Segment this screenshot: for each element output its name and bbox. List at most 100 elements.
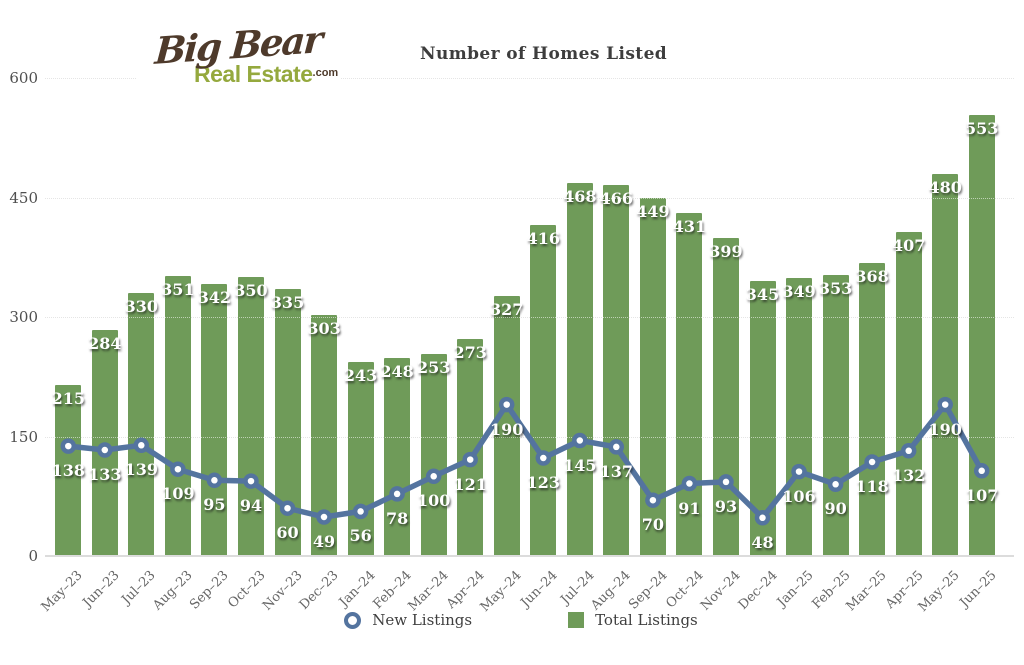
total-listings-bar: 353 xyxy=(819,274,852,556)
total-listings-bar: 342 xyxy=(198,283,231,556)
total-listings-value-label: 248 xyxy=(380,362,414,382)
new-listings-marker xyxy=(425,468,442,485)
x-axis-line xyxy=(45,555,1014,557)
total-listings-value-label: 480 xyxy=(928,177,962,197)
total-listings-bar: 330 xyxy=(125,293,158,556)
new-listings-marker xyxy=(498,396,515,413)
new-listings-marker-icon xyxy=(344,611,362,629)
x-axis-label: Jan–25 xyxy=(774,568,817,610)
new-listings-marker xyxy=(170,461,186,477)
new-listings-value-label: 100 xyxy=(416,491,451,511)
new-listings-value-label: 190 xyxy=(928,419,962,439)
total-listings-bar: 416 xyxy=(527,224,560,556)
new-listings-value-label: 139 xyxy=(124,460,158,480)
total-listings-value-label: 431 xyxy=(672,216,707,236)
total-listings-bar: 215 xyxy=(52,384,85,556)
total-listings-value-label: 284 xyxy=(88,333,122,353)
new-listings-value-label: 137 xyxy=(599,461,633,481)
new-listings-value-label: 106 xyxy=(782,486,816,506)
total-listings-bar: 248 xyxy=(380,358,414,556)
total-listings-value-label: 253 xyxy=(416,358,451,378)
total-listings-bar: 480 xyxy=(928,173,962,556)
total-listings-value-label: 215 xyxy=(51,388,85,408)
total-listings-bar: 243 xyxy=(344,362,377,556)
new-listings-marker xyxy=(352,503,369,520)
x-axis-label: Nov–23 xyxy=(259,568,306,614)
new-listings-value-label: 118 xyxy=(855,477,889,496)
total-listings-value-label: 553 xyxy=(965,119,999,139)
new-listings-marker xyxy=(754,510,771,526)
new-listings-marker xyxy=(608,439,625,455)
total-listings-value-label: 399 xyxy=(709,242,743,262)
x-axis-label: Mar–24 xyxy=(405,568,452,615)
total-listings-value-label: 303 xyxy=(307,318,341,338)
total-listings-bar: 431 xyxy=(673,212,706,556)
new-listings-value-label: 121 xyxy=(453,474,487,494)
x-axis-label: Jun–25 xyxy=(956,568,1000,611)
new-listings-value-label: 60 xyxy=(276,523,299,543)
total-listings-bar: 284 xyxy=(88,329,122,556)
total-listings-swatch-icon xyxy=(568,612,585,628)
new-listings-marker xyxy=(973,463,990,479)
new-listings-marker xyxy=(864,454,880,470)
x-axis-label: Nov–24 xyxy=(697,568,744,614)
line-layer: 138 133 139 109 95 94 60 49 56 78 100 121 190 123 145 1… xyxy=(50,78,1000,556)
y-axis-tick-label: 450 xyxy=(9,188,38,207)
total-listings-bar: 553 xyxy=(965,115,998,556)
logo-sub-label: Real Estate xyxy=(194,60,313,87)
new-listings-value-label: 107 xyxy=(964,485,999,505)
gridline-overlay-600 xyxy=(45,78,1014,79)
new-listings-marker xyxy=(937,396,953,413)
new-listings-value-label: 138 xyxy=(51,461,85,481)
logo-suffix-label: .com xyxy=(312,66,339,79)
new-listings-value-label: 91 xyxy=(678,498,701,518)
x-axis-label: Aug–24 xyxy=(588,568,634,614)
total-listings-bar: 468 xyxy=(563,183,597,556)
new-listings-marker xyxy=(279,500,296,516)
x-axis-label: Dec–24 xyxy=(735,568,781,613)
new-listings-value-label: 95 xyxy=(203,495,226,515)
legend-item-total-listings: Total Listings xyxy=(568,611,698,629)
new-listings-marker xyxy=(900,443,917,459)
new-listings-marker xyxy=(97,442,113,458)
bars-layer: 215 284 330 351 342 350 335 303 243 248 253 273 327 4… xyxy=(50,78,1000,556)
total-listings-bar: 407 xyxy=(892,231,925,556)
gridline-overlay-450 xyxy=(45,197,1014,199)
total-listings-value-label: 350 xyxy=(234,281,268,301)
legend-total-listings-label: Total Listings xyxy=(595,611,698,629)
x-axis-label: Aug–23 xyxy=(150,568,196,614)
total-listings-bar: 327 xyxy=(490,295,523,556)
total-listings-bar: 351 xyxy=(161,276,195,556)
total-listings-value-label: 468 xyxy=(563,187,597,207)
new-listings-value-label: 48 xyxy=(751,532,774,552)
big-bear-real-estate-logo: Big Bear Real Estate.com xyxy=(136,17,340,102)
y-axis-tick-label: 0 xyxy=(28,547,38,565)
new-listings-marker xyxy=(60,438,77,454)
total-listings-bar: 466 xyxy=(600,184,633,556)
new-listings-marker xyxy=(243,473,259,489)
x-axis: May–23 Jun–23 Jul–23 Aug–23 Sep–23 Oct–23 Nov–… xyxy=(39,556,1000,616)
new-listings-value-label: 49 xyxy=(312,532,336,551)
logo-sub-text: Real Estate.com xyxy=(136,60,340,87)
total-listings-value-label: 330 xyxy=(124,297,159,317)
new-listings-value-label: 190 xyxy=(489,419,524,439)
new-listings-marker xyxy=(718,474,734,490)
total-listings-bar: 350 xyxy=(234,277,268,556)
total-listings-bar: 253 xyxy=(417,354,450,556)
legend-new-listings-label: New Listings xyxy=(372,611,473,629)
new-listings-value-label: 133 xyxy=(88,465,122,484)
total-listings-value-label: 353 xyxy=(818,278,853,298)
plot-area: 0 150 300 450 600 215 284 330 351 342 350 335 303 24… xyxy=(9,69,1014,615)
total-listings-value-label: 449 xyxy=(636,202,670,222)
new-listings-marker xyxy=(316,509,332,525)
new-listings-value-label: 132 xyxy=(891,465,926,485)
x-axis-label: Sep–23 xyxy=(187,568,232,613)
legend-item-new-listings: New Listings xyxy=(344,611,472,629)
new-listings-value-label: 78 xyxy=(385,508,409,528)
total-listings-value-label: 368 xyxy=(855,266,889,286)
gridline-overlay-300 xyxy=(45,317,1014,318)
new-listings-value-label: 123 xyxy=(526,473,560,492)
new-listings-marker xyxy=(645,492,661,508)
x-axis-label: Sep–24 xyxy=(625,568,671,613)
